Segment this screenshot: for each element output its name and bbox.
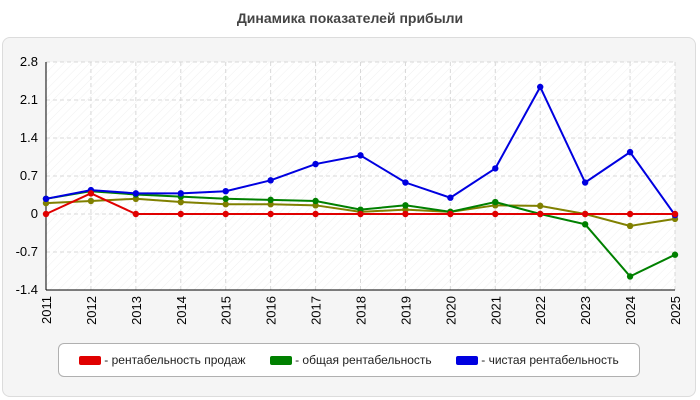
series-point xyxy=(626,273,634,280)
series-point xyxy=(492,210,499,218)
legend-item: - рентабельность продаж xyxy=(79,353,246,367)
series-point xyxy=(42,210,50,218)
series-point xyxy=(42,195,50,202)
x-tick-label: 2013 xyxy=(129,296,144,325)
series-point xyxy=(492,198,499,206)
y-tick-label: 0 xyxy=(31,206,38,221)
legend-swatch xyxy=(456,355,479,365)
x-tick-label: 2022 xyxy=(533,296,548,325)
series-point xyxy=(177,198,184,206)
chart-legend: - рентабельность продаж - общая рентабель… xyxy=(58,343,640,377)
legend-label: - чистая рентабельность xyxy=(481,353,619,367)
x-tick-label: 2024 xyxy=(623,296,638,325)
series-point xyxy=(447,210,454,218)
series-point xyxy=(402,179,409,186)
series-point xyxy=(177,190,184,197)
series-point xyxy=(177,210,184,218)
series-point xyxy=(581,210,589,218)
x-tick-label: 2023 xyxy=(578,296,593,325)
y-tick-label: 2.1 xyxy=(20,92,38,107)
x-tick-label: 2020 xyxy=(443,296,458,325)
series-point xyxy=(357,210,364,218)
series-point xyxy=(222,201,229,208)
y-tick-label: -0.7 xyxy=(16,244,38,259)
series-point xyxy=(626,148,634,156)
series-point xyxy=(626,222,634,230)
x-tick-label: 2018 xyxy=(354,296,369,325)
series-point xyxy=(132,210,140,218)
series-point xyxy=(132,190,140,197)
series-point xyxy=(222,188,229,195)
x-tick-label: 2021 xyxy=(488,296,503,325)
legend-label: - рентабельность продаж xyxy=(104,353,246,367)
y-tick-label: 0.7 xyxy=(20,168,38,183)
legend-item: - чистая рентабельность xyxy=(456,353,619,367)
x-tick-label: 2012 xyxy=(84,296,99,325)
series-point xyxy=(402,202,409,209)
series-point xyxy=(402,210,409,218)
x-tick-label: 2019 xyxy=(398,296,413,325)
y-tick-label: 1.4 xyxy=(20,130,38,145)
series-point xyxy=(537,83,544,91)
series-point xyxy=(312,210,319,218)
series-point xyxy=(222,210,229,218)
x-tick-label: 2015 xyxy=(219,296,234,325)
x-tick-label: 2017 xyxy=(309,296,324,325)
series-point xyxy=(581,179,589,186)
series-point xyxy=(671,251,679,258)
series-point xyxy=(447,194,454,201)
series-point xyxy=(267,196,274,204)
chart-title: Динамика показателей прибыли xyxy=(236,10,464,26)
series-point xyxy=(222,195,229,202)
x-tick-label: 2025 xyxy=(668,296,683,325)
legend-item: - общая рентабельность xyxy=(270,353,432,367)
series-point xyxy=(87,190,95,197)
series-point xyxy=(671,210,679,218)
series-point xyxy=(267,210,274,218)
series-point xyxy=(357,152,364,159)
y-tick-label: -1.4 xyxy=(16,282,38,297)
series-point xyxy=(312,160,319,168)
legend-label: - общая рентабельность xyxy=(295,353,432,367)
series-point xyxy=(537,210,544,218)
series-point xyxy=(626,210,634,218)
series-point xyxy=(581,221,589,228)
x-tick-label: 2016 xyxy=(264,296,279,325)
legend-swatch xyxy=(270,355,293,365)
series-point xyxy=(87,197,95,205)
series-point xyxy=(492,165,499,172)
legend-swatch xyxy=(79,355,102,365)
y-tick-label: 2.8 xyxy=(20,54,38,69)
series-point xyxy=(267,177,274,184)
series-point xyxy=(312,197,319,205)
x-tick-label: 2014 xyxy=(174,296,189,325)
series-point xyxy=(537,202,544,210)
x-tick-label: 2011 xyxy=(39,296,54,324)
